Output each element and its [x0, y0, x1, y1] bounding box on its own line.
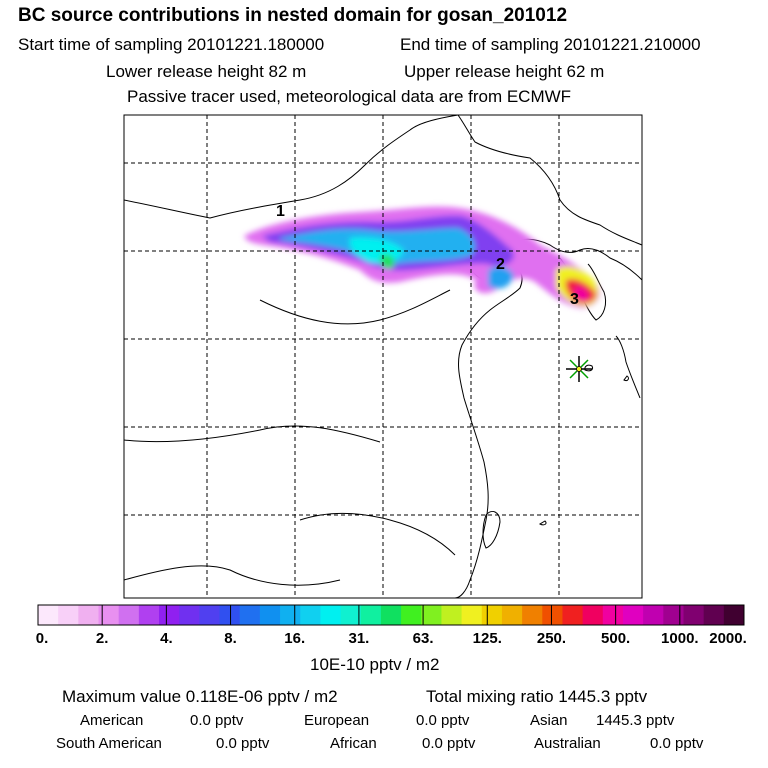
color-scale-label: 63. [412, 630, 434, 647]
trajectory-marker-2: 2 [496, 256, 505, 273]
color-scale-swatch [360, 605, 382, 625]
color-scale-swatch [179, 605, 200, 625]
color-scale-swatch [522, 605, 543, 625]
trajectory-marker-3: 1 [276, 203, 285, 220]
african-value: 0.0 pptv [422, 735, 476, 752]
color-scale-swatch [138, 605, 160, 625]
color-scale-swatch [703, 605, 725, 625]
color-scale-label: 500. [601, 630, 631, 647]
color-scale-label: 250. [536, 630, 567, 647]
asian-label: Asian [530, 712, 568, 729]
color-scale-swatch [239, 605, 261, 625]
color-scale-swatch [622, 605, 644, 625]
upper-release-label: Upper release height 62 m [404, 62, 605, 81]
south-american-value: 0.0 pptv [216, 735, 270, 752]
color-scale-label: 31. [348, 630, 370, 647]
color-scale-swatch [683, 605, 705, 625]
end-time-label: End time of sampling 20101221.210000 [400, 35, 701, 54]
american-value: 0.0 pptv [190, 712, 244, 729]
australian-value: 0.0 pptv [650, 735, 704, 752]
color-scale-label: 2. [95, 630, 109, 647]
color-scale-swatch [199, 605, 221, 625]
african-label: African [330, 735, 377, 752]
color-scale-swatch [219, 605, 241, 625]
color-scale-swatch [602, 605, 624, 625]
color-scale-swatch [320, 605, 342, 625]
receptor-star-icon [566, 356, 592, 382]
color-scale-label: 125. [472, 630, 502, 647]
color-scale-swatch [159, 605, 180, 625]
color-scale-label: 8. [224, 630, 237, 647]
trajectory-marker-1: 3 [570, 291, 579, 308]
max-value-text: Maximum value 0.118E-06 pptv / m2 [62, 687, 338, 706]
american-label: American [80, 712, 144, 729]
asian-value: 1445.3 pptv [596, 712, 675, 729]
color-scale-label: 2000. [709, 630, 747, 647]
color-scale-swatch [380, 605, 402, 625]
color-scale-swatch [643, 605, 664, 625]
australian-label: Australian [534, 735, 601, 752]
color-scale-swatch [562, 605, 584, 625]
color-scale-swatch [441, 605, 463, 625]
lower-release-label: Lower release height 82 m [106, 62, 307, 81]
color-scale-bar [37, 605, 745, 625]
color-scale-swatch [259, 605, 281, 625]
color-scale-swatch [501, 605, 523, 625]
color-scale-swatch [401, 605, 422, 625]
european-label: European [304, 712, 370, 729]
color-scale-swatch [582, 605, 604, 625]
color-scale-swatch [280, 605, 301, 625]
color-scale-swatch [663, 605, 684, 625]
south-american-label: South American [56, 735, 162, 752]
color-scale-swatch [542, 605, 563, 625]
color-scale-unit: 10E-10 pptv / m2 [310, 655, 440, 674]
color-scale-label: 0. [35, 630, 49, 647]
color-scale-swatch [340, 605, 362, 625]
color-scale-label: 1000. [661, 630, 699, 647]
color-scale-label: 4. [160, 630, 173, 647]
european-value: 0.0 pptv [416, 712, 470, 729]
color-scale-swatch [723, 605, 745, 625]
color-scale-swatch [481, 605, 503, 625]
source-contribution-plume [244, 206, 600, 308]
color-scale-swatch [98, 605, 120, 625]
color-scale-swatch [300, 605, 321, 625]
tracer-note: Passive tracer used, meteorological data… [127, 87, 572, 106]
color-scale-swatch [78, 605, 100, 625]
page-title: BC source contributions in nested domain… [18, 5, 568, 26]
color-scale-swatch [461, 605, 483, 625]
color-scale-label: 16. [284, 630, 306, 647]
lat-lon-grid [124, 115, 642, 598]
color-scale-swatch [38, 605, 59, 625]
color-scale-swatch [58, 605, 79, 625]
color-scale-swatch [421, 605, 442, 625]
total-mixing-text: Total mixing ratio 1445.3 pptv [426, 687, 648, 706]
start-time-label: Start time of sampling 20101221.180000 [18, 35, 325, 54]
color-scale-swatch [118, 605, 140, 625]
